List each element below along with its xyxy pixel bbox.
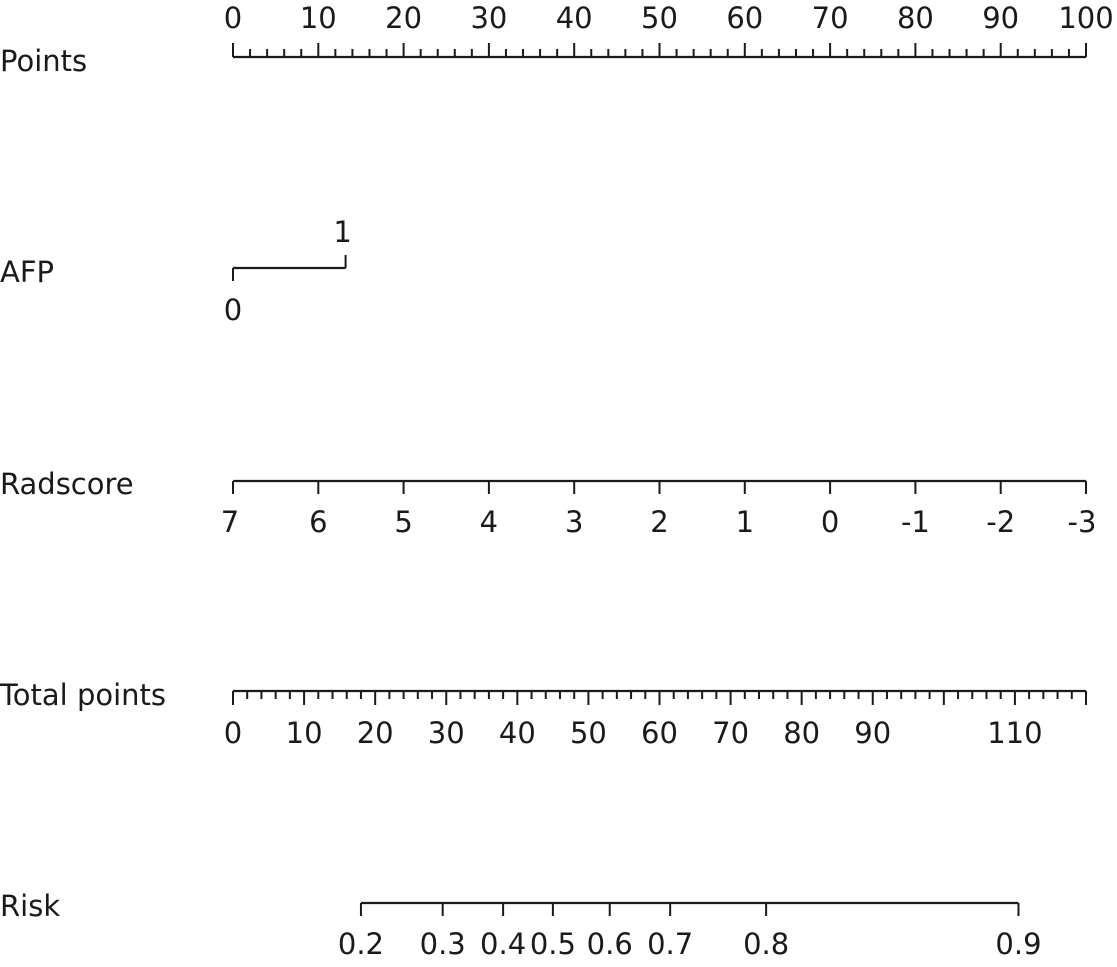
row-label-radscore: Radscore xyxy=(0,467,134,501)
total-points-tick-label: 20 xyxy=(357,716,394,750)
total-points-tick-label: 60 xyxy=(641,716,678,750)
points-tick-label: 70 xyxy=(812,1,849,35)
points-tick-label: 40 xyxy=(556,1,593,35)
radscore-tick-label: 6 xyxy=(309,505,327,539)
points-tick-label: 80 xyxy=(897,1,934,35)
afp-level-label-1: 1 xyxy=(333,215,351,249)
risk-tick-label: 0.5 xyxy=(530,927,576,961)
risk-tick-label: 0.7 xyxy=(647,927,693,961)
risk-tick-label: 0.6 xyxy=(587,927,633,961)
total-points-tick-label: 10 xyxy=(286,716,323,750)
radscore-tick-label: -3 xyxy=(1068,505,1097,539)
afp-level-label-0: 0 xyxy=(224,293,242,327)
radscore-tick-label: -2 xyxy=(986,505,1015,539)
total-points-tick-label: 40 xyxy=(499,716,536,750)
risk-tick-label: 0.8 xyxy=(743,927,789,961)
total-points-tick-label: 50 xyxy=(570,716,607,750)
total-points-tick-label: 110 xyxy=(987,716,1042,750)
radscore-tick-label: 4 xyxy=(480,505,498,539)
risk-tick-label: 0.2 xyxy=(338,927,384,961)
total-points-tick-label: 0 xyxy=(224,716,242,750)
risk-tick-label: 0.9 xyxy=(995,927,1041,961)
points-tick-label: 0 xyxy=(224,1,242,35)
radscore-tick-label: 7 xyxy=(221,505,239,539)
radscore-tick-label: 0 xyxy=(821,505,839,539)
total-points-tick-label: 90 xyxy=(854,716,891,750)
points-tick-label: 30 xyxy=(470,1,507,35)
row-label-risk: Risk xyxy=(0,889,60,923)
row-label-total-points: Total points xyxy=(0,678,166,712)
row-label-afp: AFP xyxy=(0,255,54,289)
points-tick-label: 100 xyxy=(1058,1,1113,35)
radscore-tick-label: 1 xyxy=(736,505,754,539)
radscore-tick-label: -1 xyxy=(901,505,930,539)
points-tick-label: 60 xyxy=(726,1,763,35)
total-points-tick-label: 30 xyxy=(428,716,465,750)
points-tick-label: 20 xyxy=(385,1,422,35)
total-points-tick-label: 80 xyxy=(783,716,820,750)
points-tick-label: 10 xyxy=(300,1,337,35)
total-points-tick-label: 70 xyxy=(712,716,749,750)
radscore-tick-label: 3 xyxy=(565,505,583,539)
radscore-tick-label: 2 xyxy=(650,505,668,539)
points-tick-label: 50 xyxy=(641,1,678,35)
row-label-points: Points xyxy=(0,44,87,78)
risk-tick-label: 0.4 xyxy=(480,927,526,961)
risk-tick-label: 0.3 xyxy=(420,927,466,961)
radscore-tick-label: 5 xyxy=(394,505,412,539)
points-tick-label: 90 xyxy=(982,1,1019,35)
